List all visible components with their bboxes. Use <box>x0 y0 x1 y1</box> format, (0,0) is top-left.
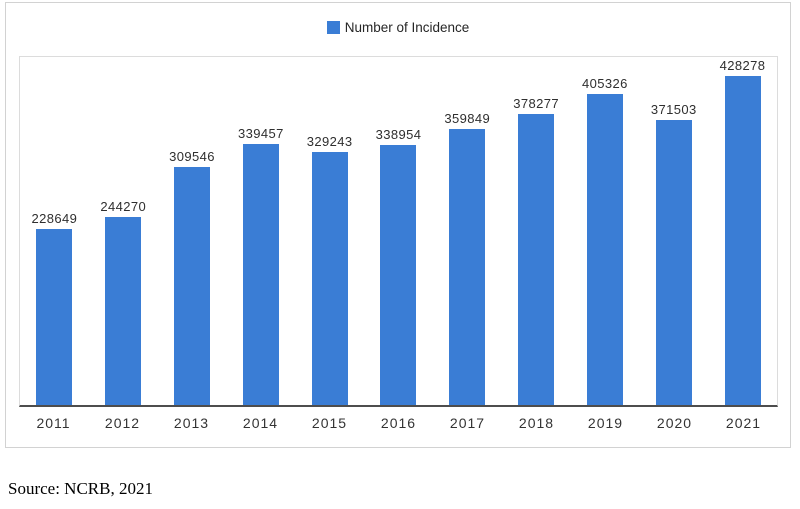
bar-slot-2014: 339457 <box>226 57 295 405</box>
plot-area: 228649 244270 309546 339457 329243 338954 3598… <box>19 56 778 407</box>
bar-value-label: 378277 <box>513 96 559 111</box>
bar-2020 <box>655 120 692 405</box>
x-axis-label-2011: 2011 <box>36 415 71 431</box>
bar-2016 <box>380 145 417 405</box>
x-axis-label-2021: 2021 <box>725 415 762 431</box>
bar-value-label: 405326 <box>582 76 628 91</box>
x-axis-label-2016: 2016 <box>380 415 417 431</box>
x-axis-labels: 2011 2012 2013 2014 2015 2016 2017 2018 2019 2020… <box>19 415 778 431</box>
bar-series: 228649 244270 309546 339457 329243 338954 3598… <box>20 57 777 405</box>
bar-slot-2013: 309546 <box>158 57 227 405</box>
bar-slot-2012: 244270 <box>89 57 158 405</box>
bar-value-label: 309546 <box>169 149 215 164</box>
x-axis-label-2018: 2018 <box>518 415 555 431</box>
bar-2015 <box>311 152 348 405</box>
bar-value-label: 339457 <box>237 126 284 141</box>
legend: Number of Incidence <box>6 20 790 35</box>
bar-2019 <box>586 94 623 405</box>
bar-value-label: 338954 <box>375 127 422 142</box>
x-axis-label-2015: 2015 <box>311 415 348 431</box>
chart-container: Number of Incidence 228649 244270 309546 33… <box>5 2 791 448</box>
bar-value-label: 428278 <box>719 58 766 73</box>
bar-value-label: 371503 <box>650 102 697 117</box>
bar-value-label: 228649 <box>31 211 78 226</box>
bar-slot-2020: 371503 <box>639 57 708 405</box>
bar-2013 <box>174 167 211 405</box>
bar-2018 <box>518 114 555 405</box>
source-note: Source: NCRB, 2021 <box>8 479 153 498</box>
bar-slot-2019: 405326 <box>571 57 640 405</box>
bar-slot-2011: 228649 <box>20 57 89 405</box>
bar-slot-2017: 359849 <box>433 57 502 405</box>
bar-2021 <box>724 76 761 405</box>
bar-slot-2015: 329243 <box>295 57 364 405</box>
bar-slot-2018: 378277 <box>502 57 571 405</box>
bar-slot-2021: 428278 <box>708 57 777 405</box>
legend-color-swatch-icon <box>326 21 340 34</box>
bar-2011 <box>36 229 73 405</box>
bar-2014 <box>242 144 279 405</box>
bar-value-label: 244270 <box>100 199 147 214</box>
legend-label: Number of Incidence <box>344 20 470 35</box>
x-axis-label-2017: 2017 <box>449 415 486 431</box>
bar-2012 <box>105 217 142 405</box>
x-axis-label-2019: 2019 <box>587 415 624 431</box>
bar-slot-2016: 338954 <box>364 57 433 405</box>
x-axis-label-2020: 2020 <box>656 415 693 431</box>
bar-value-label: 329243 <box>306 134 353 149</box>
x-axis-label-2014: 2014 <box>242 415 279 431</box>
x-axis-label-2013: 2013 <box>173 415 210 431</box>
bar-value-label: 359849 <box>444 111 491 126</box>
x-axis-label-2012: 2012 <box>104 415 141 431</box>
bar-2017 <box>449 129 486 405</box>
